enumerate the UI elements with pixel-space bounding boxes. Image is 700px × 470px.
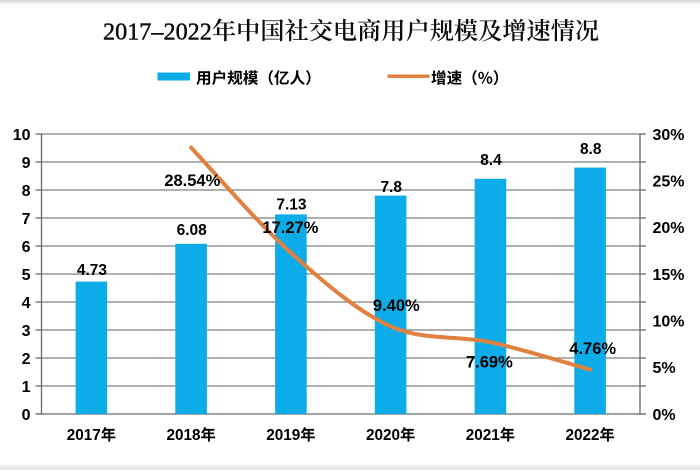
svg-text:25%: 25% xyxy=(653,173,685,190)
svg-text:10: 10 xyxy=(13,127,31,144)
svg-text:0: 0 xyxy=(22,407,31,424)
svg-text:9: 9 xyxy=(22,155,31,172)
svg-text:7: 7 xyxy=(22,211,31,228)
svg-text:2020: 2020 xyxy=(366,427,400,444)
svg-text:6: 6 xyxy=(22,239,31,256)
svg-text:9.40%: 9.40% xyxy=(373,297,420,315)
svg-text:0%: 0% xyxy=(653,407,676,424)
svg-text:1: 1 xyxy=(22,379,31,396)
svg-text:2: 2 xyxy=(22,351,31,368)
svg-text:4: 4 xyxy=(22,295,31,312)
svg-text:8.8: 8.8 xyxy=(580,141,602,158)
svg-text:3: 3 xyxy=(22,323,31,340)
svg-text:8: 8 xyxy=(22,183,31,200)
svg-text:2021: 2021 xyxy=(466,427,501,444)
svg-text:30%: 30% xyxy=(653,127,685,144)
svg-text:2017: 2017 xyxy=(67,427,101,444)
svg-text:4.76%: 4.76% xyxy=(569,340,616,358)
svg-text:17.27%: 17.27% xyxy=(262,219,318,237)
svg-text:10%: 10% xyxy=(653,313,685,330)
svg-text:15%: 15% xyxy=(653,267,685,284)
svg-text:2018: 2018 xyxy=(166,427,201,444)
svg-text:8.4: 8.4 xyxy=(480,152,502,169)
svg-text:6.08: 6.08 xyxy=(177,222,208,239)
svg-text:7.69%: 7.69% xyxy=(466,354,513,372)
svg-text:28.54%: 28.54% xyxy=(164,172,220,190)
svg-text:7.8: 7.8 xyxy=(380,179,402,196)
svg-text:2022: 2022 xyxy=(565,427,599,444)
svg-text:7.13: 7.13 xyxy=(276,197,307,214)
svg-text:5: 5 xyxy=(22,267,31,284)
svg-text:2017–2022: 2017–2022 xyxy=(103,18,212,45)
svg-text:20%: 20% xyxy=(653,220,685,237)
svg-text:5%: 5% xyxy=(653,360,676,377)
svg-text:4.73: 4.73 xyxy=(77,262,108,279)
svg-text:2019: 2019 xyxy=(266,427,300,444)
